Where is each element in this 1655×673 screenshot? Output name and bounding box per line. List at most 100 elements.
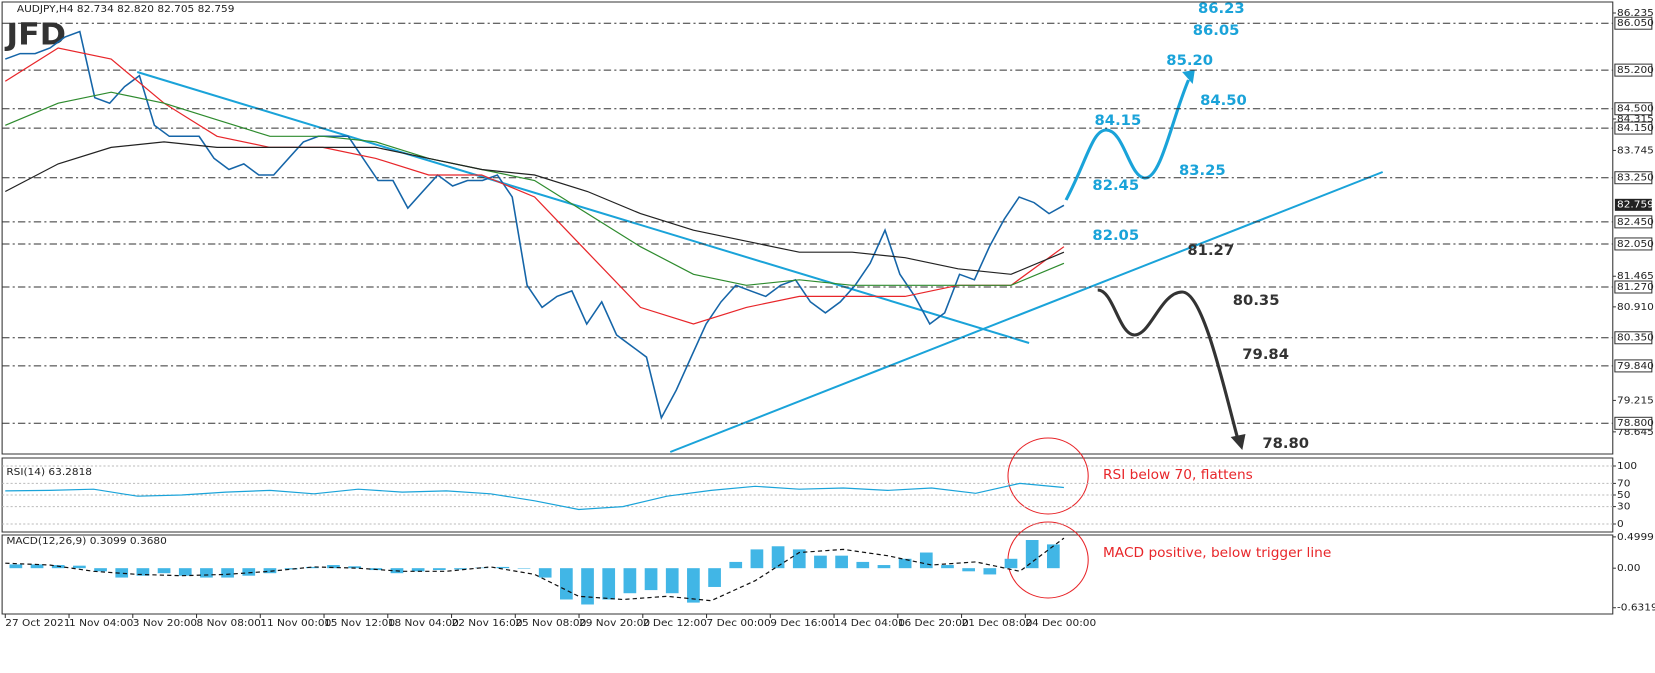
histogram-bar bbox=[665, 568, 679, 594]
price-title: AUDJPY,H4 82.734 82.820 82.705 82.759 bbox=[17, 3, 235, 15]
x-tick-label: 3 Nov 20:00 bbox=[133, 617, 197, 629]
level-box bbox=[1614, 171, 1653, 185]
x-tick-label: 27 Oct 2021 bbox=[5, 617, 70, 629]
histogram-bar bbox=[856, 561, 870, 569]
y-tick-label: 81.465 bbox=[1617, 270, 1654, 282]
y-tick-label: 80.910 bbox=[1617, 301, 1654, 313]
histogram-bar bbox=[432, 568, 446, 571]
histogram-bar bbox=[729, 561, 743, 569]
x-tick-label: 25 Nov 08:00 bbox=[515, 617, 586, 629]
scenario-arrow bbox=[1097, 288, 1240, 441]
histogram-bar bbox=[517, 568, 531, 569]
arrow-head bbox=[1182, 70, 1195, 84]
series-line bbox=[5, 537, 1065, 602]
y-tick-label: 100 bbox=[1617, 460, 1637, 472]
histogram-bar bbox=[200, 568, 213, 578]
level-box bbox=[1614, 121, 1653, 135]
level-annotation: 84.15 bbox=[1095, 113, 1142, 129]
histogram-bar bbox=[242, 568, 256, 576]
histogram-bar bbox=[221, 568, 234, 578]
y-tick-label: 0.4999 bbox=[1617, 531, 1654, 543]
level-annotation: 82.05 bbox=[1092, 228, 1139, 244]
histogram-bar bbox=[814, 555, 827, 569]
level-label: 82.450 bbox=[1617, 216, 1654, 228]
level-box bbox=[1614, 237, 1653, 251]
trendline bbox=[136, 71, 1030, 344]
arrow-head bbox=[1230, 434, 1246, 450]
current-price-label: 82.759 bbox=[1617, 199, 1654, 211]
level-box bbox=[1614, 102, 1653, 116]
annotation: RSI below 70, flattens bbox=[1103, 468, 1253, 483]
histogram-bar bbox=[644, 568, 658, 591]
logo: JFD bbox=[4, 17, 66, 52]
x-tick-label: 8 Nov 08:00 bbox=[197, 617, 261, 629]
x-tick-label: 18 Nov 04:00 bbox=[388, 617, 459, 629]
histogram-bar bbox=[919, 552, 933, 569]
histogram-bar bbox=[983, 568, 997, 575]
level-label: 79.840 bbox=[1617, 360, 1654, 372]
histogram-bar bbox=[792, 549, 806, 569]
x-tick-label: 14 Dec 04:00 bbox=[834, 617, 905, 629]
histogram-bar bbox=[348, 566, 361, 569]
histogram-bar bbox=[560, 568, 573, 600]
level-annotation: 78.80 bbox=[1262, 436, 1309, 452]
y-tick-label: -0.6319 bbox=[1617, 602, 1655, 614]
histogram-bar bbox=[750, 549, 764, 569]
histogram-bar bbox=[115, 568, 129, 578]
x-tick-label: 29 Nov 20:00 bbox=[579, 617, 650, 629]
histogram-bar bbox=[157, 568, 171, 574]
rsi-title: RSI(14) 63.2818 bbox=[6, 466, 92, 478]
x-tick-label: 15 Nov 12:00 bbox=[324, 617, 395, 629]
level-box bbox=[1614, 63, 1653, 77]
trendline bbox=[669, 171, 1384, 453]
series-line bbox=[4, 141, 1065, 275]
level-box bbox=[1614, 215, 1653, 229]
histogram-bar bbox=[1046, 544, 1060, 569]
scenario-arrow bbox=[1064, 79, 1190, 201]
level-annotation: 80.35 bbox=[1233, 293, 1280, 309]
level-annotation: 86.23 bbox=[1198, 1, 1245, 17]
y-tick-label: 84.315 bbox=[1617, 113, 1654, 125]
histogram-bar bbox=[136, 568, 150, 576]
histogram-bar bbox=[941, 565, 954, 569]
histogram-bar bbox=[327, 565, 340, 569]
level-annotation: 85.20 bbox=[1166, 53, 1213, 69]
level-box bbox=[1614, 331, 1653, 345]
level-label: 81.270 bbox=[1617, 281, 1654, 293]
x-tick-label: 11 Nov 00:00 bbox=[260, 617, 331, 629]
histogram-bar bbox=[30, 564, 44, 569]
level-box bbox=[1614, 416, 1653, 430]
series-line bbox=[5, 482, 1064, 511]
histogram-bar bbox=[602, 568, 616, 600]
level-annotation: 86.05 bbox=[1193, 23, 1240, 39]
histogram-bar bbox=[687, 568, 700, 603]
highlight-circle bbox=[1007, 437, 1089, 515]
y-tick-label: 79.215 bbox=[1617, 395, 1654, 407]
histogram-bar bbox=[708, 568, 721, 587]
histogram-bar bbox=[305, 566, 319, 569]
histogram-bar bbox=[623, 568, 637, 594]
level-box bbox=[1614, 359, 1653, 373]
y-tick-label: 83.745 bbox=[1617, 145, 1654, 157]
x-tick-label: 9 Dec 16:00 bbox=[770, 617, 834, 629]
level-annotation: 79.84 bbox=[1242, 347, 1289, 363]
x-tick-label: 16 Dec 20:00 bbox=[898, 617, 969, 629]
histogram-bar bbox=[9, 564, 23, 569]
histogram-bar bbox=[835, 555, 848, 569]
level-label: 84.150 bbox=[1617, 122, 1654, 134]
level-label: 80.350 bbox=[1617, 332, 1654, 344]
histogram-bar bbox=[178, 568, 192, 576]
level-annotation: 83.25 bbox=[1179, 163, 1226, 179]
price-frame bbox=[1, 1, 1614, 455]
level-label: 84.500 bbox=[1617, 103, 1654, 115]
x-tick-label: 24 Dec 00:00 bbox=[1025, 617, 1096, 629]
level-label: 86.050 bbox=[1617, 17, 1654, 29]
annotation: MACD positive, below trigger line bbox=[1103, 546, 1331, 561]
histogram-bar bbox=[94, 568, 107, 572]
macd-title: MACD(12,26,9) 0.3099 0.3680 bbox=[6, 535, 167, 547]
x-tick-label: 1 Nov 04:00 bbox=[69, 617, 133, 629]
level-annotation: 81.27 bbox=[1187, 243, 1234, 259]
histogram-bar bbox=[771, 546, 785, 569]
histogram-bar bbox=[454, 568, 467, 570]
